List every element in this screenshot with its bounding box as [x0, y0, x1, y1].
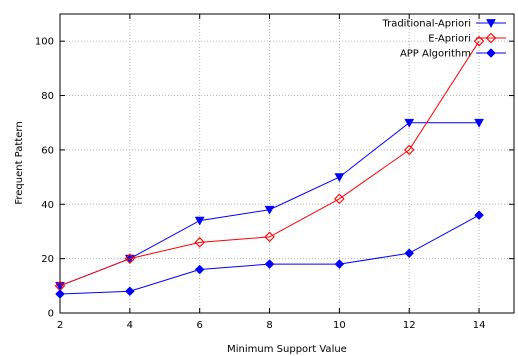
data-point: [194, 216, 205, 226]
data-point: [334, 259, 345, 269]
y-tick-label: 0: [48, 309, 54, 320]
legend: Traditional-Apriori E-Apriori APP Algorith…: [381, 19, 506, 60]
data-point: [264, 231, 275, 243]
y-axis-label: Frequent Pattern: [14, 121, 25, 204]
data-point: [474, 118, 485, 128]
x-axis-label: Minimum Support Value: [227, 344, 347, 355]
x-tick-label: 12: [403, 320, 416, 331]
data-point: [264, 259, 275, 269]
legend-label: APP Algorithm: [400, 49, 471, 60]
y-tick-label: 20: [41, 254, 54, 265]
y-tick-label: 60: [41, 145, 54, 156]
legend-marker: [485, 32, 497, 44]
data-point: [194, 264, 205, 275]
x-tick-label: 8: [266, 320, 272, 331]
y-tick-label: 100: [35, 37, 54, 48]
x-tick-label: 4: [127, 320, 133, 331]
data-point: [264, 205, 275, 215]
x-tick-label: 10: [333, 320, 346, 331]
data-point: [334, 173, 345, 183]
data-point: [473, 35, 485, 47]
data-point: [55, 289, 65, 299]
legend-marker: [486, 48, 496, 58]
data-point: [403, 144, 415, 156]
series-group: [54, 35, 485, 292]
data-point: [404, 248, 415, 259]
axis-ticks: 2 4 6 8 10 12 14 0 20 40 60 80 100: [35, 14, 514, 331]
x-tick-label: 6: [197, 320, 203, 331]
x-tick-label: 2: [57, 320, 63, 331]
data-point: [124, 286, 135, 297]
series-line: [59, 40, 480, 287]
y-tick-label: 40: [41, 200, 54, 211]
data-point: [124, 253, 136, 264]
legend-label: Traditional-Apriori: [381, 19, 471, 30]
series-layer: [54, 35, 485, 299]
legend-label: E-Apriori: [428, 34, 471, 45]
plot-frame: [59, 13, 515, 314]
data-point: [474, 210, 484, 220]
data-point: [404, 118, 415, 128]
data-point: [334, 193, 345, 205]
legend-marker: [486, 19, 496, 29]
data-point: [194, 237, 205, 248]
x-tick-label: 14: [473, 320, 486, 331]
series-group: [55, 210, 484, 299]
data-point: [55, 281, 65, 291]
y-tick-label: 80: [41, 91, 54, 102]
